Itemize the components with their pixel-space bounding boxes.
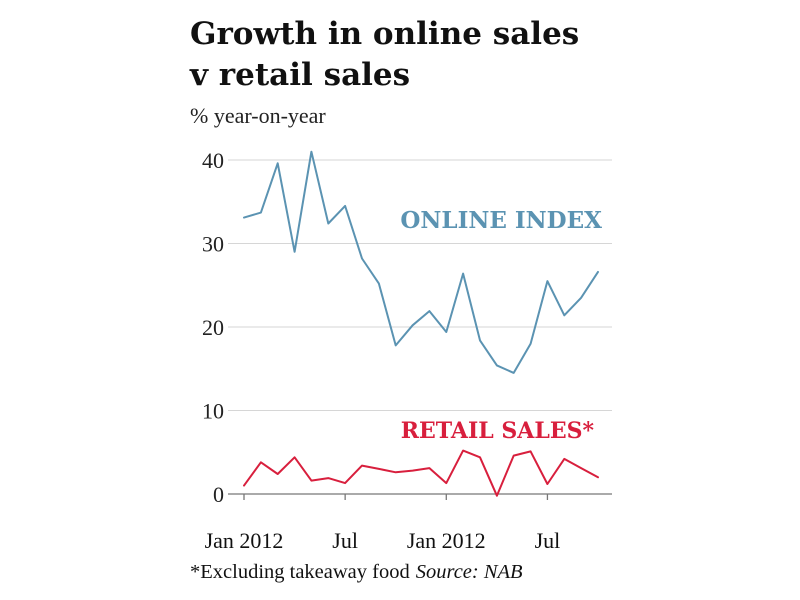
chart-title-line-1: Growth in online sales [190, 16, 580, 52]
online-index-line [243, 150, 599, 374]
y-tick-label-0: 0 [213, 482, 224, 507]
chart-title: Growth in online sales v retail sales [190, 14, 579, 96]
footnote-text: *Excluding takeaway food [190, 561, 410, 583]
source-credit: Source: NAB [415, 561, 523, 583]
retail-sales-label: RETAIL SALES* [401, 418, 595, 444]
y-tick-label-10: 10 [202, 399, 224, 424]
chart-footnote: *Excluding takeaway food Source: NAB [190, 561, 523, 584]
x-tick-label-2: Jan 2012 [407, 528, 486, 553]
chart-title-line-2: v retail sales [190, 57, 411, 93]
retail-sales-line [243, 449, 599, 497]
x-tick-label-0: Jan 2012 [205, 528, 284, 553]
y-tick-label-20: 20 [202, 315, 224, 340]
y-axis-unit-label: % year-on-year [190, 103, 326, 128]
y-tick-label-40: 40 [202, 148, 224, 173]
x-tick-label-3: Jul [535, 528, 561, 553]
x-tick-label-1: Jul [332, 528, 358, 553]
online-index-label: ONLINE INDEX [400, 207, 602, 234]
y-tick-label-30: 30 [202, 232, 224, 257]
